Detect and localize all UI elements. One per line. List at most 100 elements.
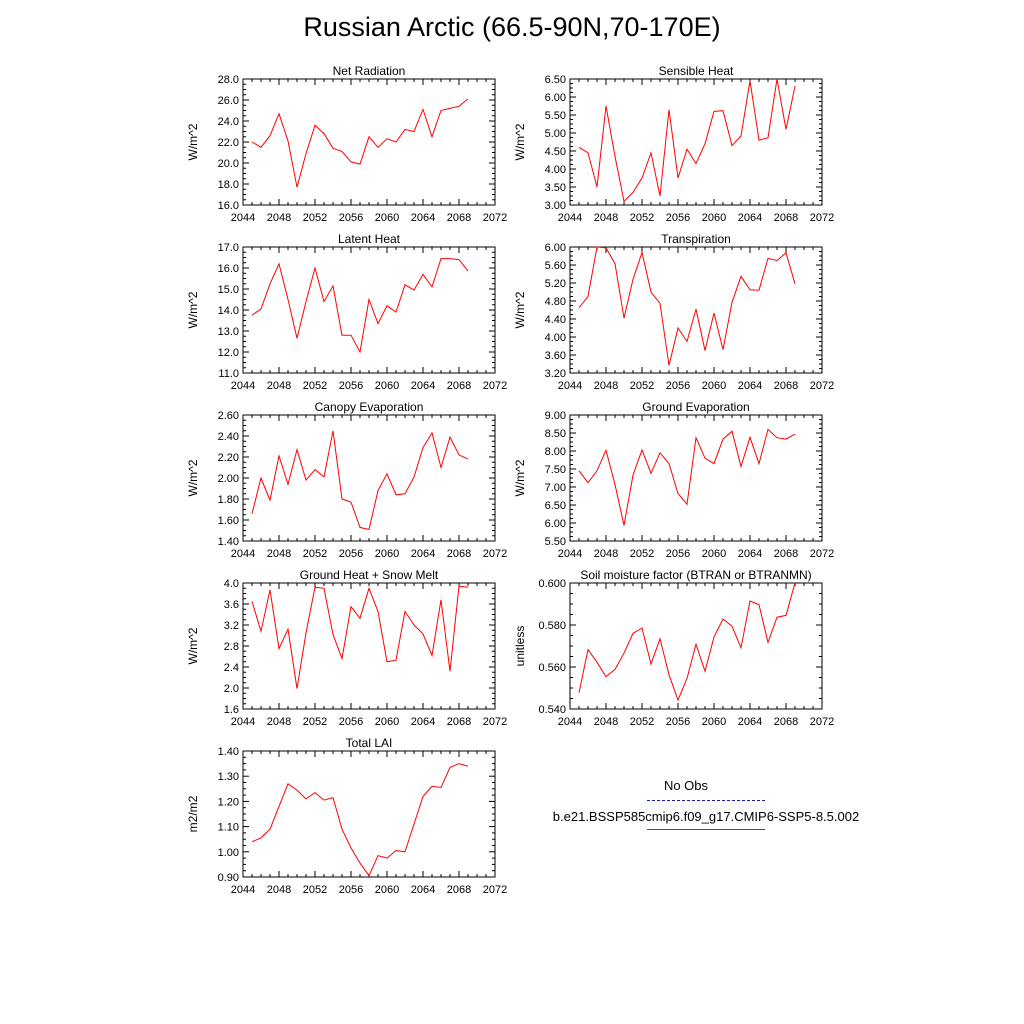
- x-tick-label: 2060: [375, 884, 399, 896]
- y-axis-label: W/m^2: [513, 459, 527, 496]
- y-tick-label: 4.80: [545, 296, 566, 308]
- y-tick-label: 6.50: [545, 500, 566, 512]
- x-tick-label: 2056: [666, 380, 690, 392]
- x-tick-label: 2044: [558, 380, 582, 392]
- legend: No Obs b.e21.BSSP585cmip6.f09_g17.CMIP6-…: [536, 778, 876, 830]
- chart-panel-3: 2044 2048 2052 2056 2060 2064 2068 2072 11.0 12.0…: [186, 232, 507, 392]
- y-tick-label: 2.4: [224, 662, 239, 674]
- y-tick-label: 6.50: [545, 74, 566, 86]
- x-tick-label: 2072: [810, 380, 834, 392]
- y-tick-label: 7.50: [545, 464, 566, 476]
- x-tick-label: 2052: [630, 548, 654, 560]
- x-tick-label: 2052: [630, 380, 654, 392]
- y-tick-label: 3.2: [224, 620, 239, 632]
- x-tick-label: 2064: [411, 716, 435, 728]
- y-tick-label: 2.0: [224, 683, 239, 695]
- chart-title: Soil moisture factor (BTRAN or BTRANMN): [580, 568, 811, 582]
- x-tick-label: 2064: [411, 212, 435, 224]
- legend-model-line: [647, 829, 765, 830]
- plot-frame: [242, 246, 496, 374]
- chart-panel-5: 2044 2048 2052 2056 2060 2064 2068 2072 1.40 1.60…: [186, 400, 507, 560]
- y-tick-label: 16.0: [218, 263, 239, 275]
- chart-panel-4: 2044 2048 2052 2056 2060 2064 2068 2072 3.20 3.60…: [513, 232, 834, 392]
- y-tick-label: 3.60: [545, 350, 566, 362]
- chart-title: Latent Heat: [338, 232, 401, 246]
- x-tick-label: 2056: [339, 548, 363, 560]
- legend-obs-line: [647, 800, 765, 801]
- y-tick-label: 14.0: [218, 305, 239, 317]
- x-tick-label: 2048: [267, 212, 291, 224]
- y-tick-label: 2.20: [218, 452, 239, 464]
- y-tick-label: 0.560: [538, 662, 566, 674]
- y-axis-label: m2/m2: [186, 795, 200, 832]
- x-tick-label: 2048: [594, 380, 618, 392]
- y-tick-label: 1.30: [218, 771, 239, 783]
- y-tick-label: 11.0: [218, 368, 239, 380]
- legend-model-label: b.e21.BSSP585cmip6.f09_g17.CMIP6-SSP5-8.…: [552, 809, 860, 824]
- y-tick-label: 12.0: [218, 347, 239, 359]
- y-axis-label: unitless: [513, 626, 527, 667]
- x-tick-label: 2044: [231, 380, 255, 392]
- series-line: [578, 428, 796, 526]
- y-tick-label: 16.0: [218, 200, 239, 212]
- x-tick-label: 2060: [375, 716, 399, 728]
- x-tick-label: 2072: [483, 380, 507, 392]
- y-tick-label: 1.60: [218, 515, 239, 527]
- y-tick-label: 1.00: [218, 847, 239, 859]
- y-tick-label: 2.8: [224, 641, 239, 653]
- y-tick-label: 1.40: [218, 536, 239, 548]
- chart-title: Total LAI: [346, 736, 393, 750]
- plot-frame: [569, 414, 823, 542]
- chart-title: Transpiration: [661, 232, 731, 246]
- x-tick-label: 2048: [594, 548, 618, 560]
- x-tick-label: 2052: [630, 716, 654, 728]
- y-tick-label: 0.540: [538, 704, 566, 716]
- x-tick-label: 2064: [411, 380, 435, 392]
- x-tick-label: 2064: [738, 716, 762, 728]
- y-tick-label: 26.0: [218, 95, 239, 107]
- y-tick-label: 4.40: [545, 314, 566, 326]
- x-tick-label: 2044: [558, 548, 582, 560]
- x-tick-label: 2056: [666, 212, 690, 224]
- y-tick-label: 3.20: [545, 368, 566, 380]
- y-tick-label: 1.10: [218, 822, 239, 834]
- chart-title: Net Radiation: [333, 64, 406, 78]
- y-tick-label: 0.600: [538, 578, 566, 590]
- plot-frame: [242, 414, 496, 542]
- y-tick-label: 1.80: [218, 494, 239, 506]
- y-tick-label: 13.0: [218, 326, 239, 338]
- x-tick-label: 2052: [303, 548, 327, 560]
- x-tick-label: 2072: [810, 212, 834, 224]
- x-tick-label: 2064: [738, 548, 762, 560]
- y-tick-label: 9.00: [545, 410, 566, 422]
- y-tick-label: 15.0: [218, 284, 239, 296]
- y-tick-label: 0.90: [218, 872, 239, 884]
- y-tick-label: 5.50: [545, 536, 566, 548]
- y-tick-label: 20.0: [218, 158, 239, 170]
- x-tick-label: 2056: [339, 716, 363, 728]
- x-tick-label: 2068: [447, 212, 471, 224]
- y-tick-label: 1.6: [224, 704, 239, 716]
- x-tick-label: 2064: [411, 548, 435, 560]
- x-tick-label: 2048: [267, 380, 291, 392]
- plot-frame: [242, 750, 496, 878]
- y-tick-label: 4.00: [545, 164, 566, 176]
- x-tick-label: 2060: [375, 548, 399, 560]
- chart-title: Canopy Evaporation: [315, 400, 424, 414]
- x-tick-label: 2056: [339, 380, 363, 392]
- y-tick-label: 28.0: [218, 74, 239, 86]
- x-tick-label: 2056: [339, 212, 363, 224]
- x-tick-label: 2056: [666, 716, 690, 728]
- chart-panel-6: 2044 2048 2052 2056 2060 2064 2068 2072 5.50 6.00…: [513, 400, 834, 560]
- x-tick-label: 2068: [774, 716, 798, 728]
- y-tick-label: 7.00: [545, 482, 566, 494]
- x-tick-label: 2044: [231, 212, 255, 224]
- y-axis-label: W/m^2: [186, 627, 200, 664]
- chart-panel-7: 2044 2048 2052 2056 2060 2064 2068 2072 1.6 2.0 2.…: [186, 568, 507, 728]
- chart-panel-9: 2044 2048 2052 2056 2060 2064 2068 2072 0.90 1.00…: [186, 736, 507, 896]
- y-tick-label: 8.50: [545, 428, 566, 440]
- legend-obs-label: No Obs: [663, 778, 709, 793]
- x-tick-label: 2064: [411, 884, 435, 896]
- x-tick-label: 2068: [447, 884, 471, 896]
